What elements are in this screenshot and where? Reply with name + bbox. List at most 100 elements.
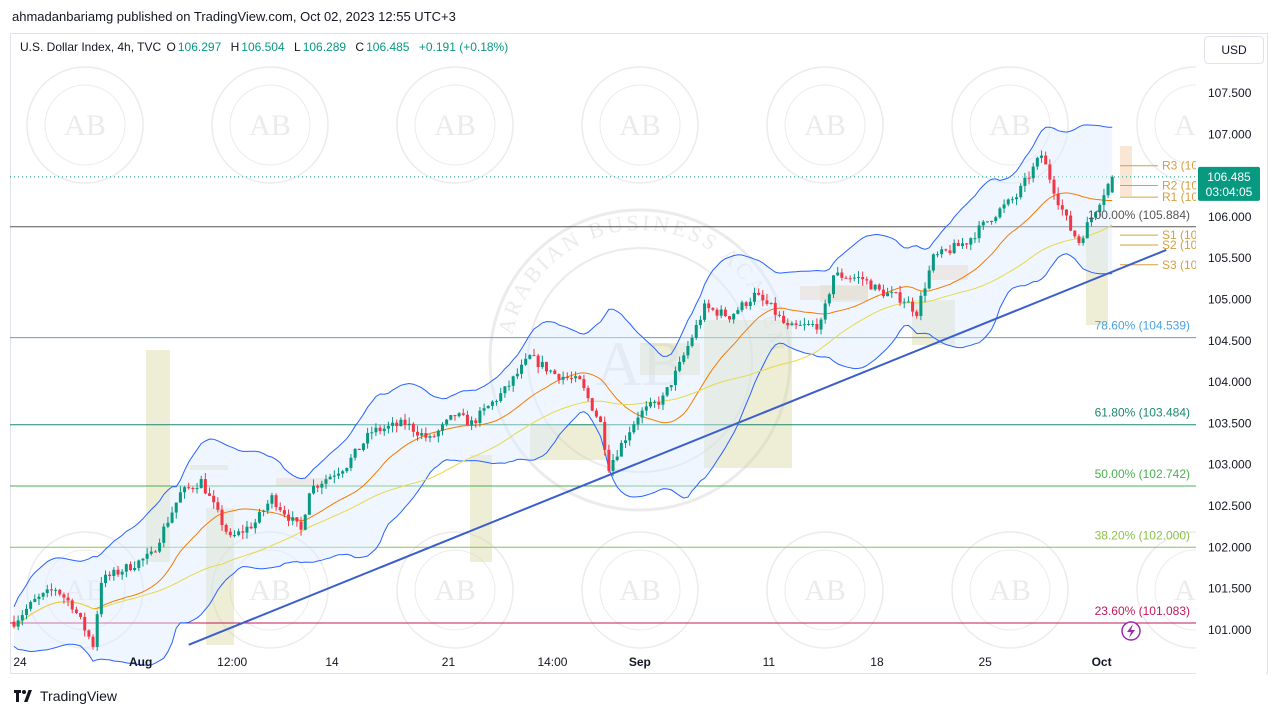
candle-body [108, 574, 112, 577]
candle-body [752, 292, 756, 302]
watermark-ring [396, 66, 514, 184]
candle [70, 598, 74, 614]
candle-body [432, 436, 436, 438]
candle-body [187, 487, 191, 489]
candle-body [902, 301, 906, 303]
candle-body [141, 558, 145, 561]
candle-body [133, 568, 137, 571]
candle-body [316, 485, 320, 488]
candle-body [74, 609, 78, 613]
candle-body [960, 243, 964, 247]
band-upper [13, 124, 1113, 608]
watermark-inner-ring [969, 84, 1051, 166]
candle-body [191, 488, 195, 490]
candle [578, 375, 582, 380]
candle-body [574, 376, 578, 379]
candle-body [291, 517, 295, 521]
candle [869, 278, 873, 290]
price-tick: 102.000 [1208, 540, 1252, 554]
candle-body [287, 514, 291, 521]
candle-body [212, 495, 216, 503]
candle [603, 416, 607, 456]
candle-body [840, 272, 844, 278]
candle-body [715, 309, 719, 316]
candle-body [678, 361, 682, 371]
watermark-badge: AB [211, 66, 329, 184]
time-tick: 24 [13, 655, 27, 669]
candle [307, 492, 311, 515]
candle-body [1052, 179, 1056, 194]
currency-button[interactable]: USD [1204, 36, 1264, 64]
candle [411, 422, 415, 438]
candle-body [162, 526, 166, 543]
candle [133, 561, 137, 572]
candle-body [1002, 204, 1006, 209]
candle-body [811, 324, 815, 326]
candle [532, 348, 536, 357]
candle [128, 561, 132, 572]
candle [357, 448, 361, 451]
candle [403, 413, 407, 430]
candle-body [249, 526, 253, 529]
candle-body [1064, 209, 1068, 216]
candle [470, 416, 474, 431]
candle [823, 299, 827, 324]
candle-body [16, 620, 20, 627]
candle-body [262, 510, 266, 512]
candle-body [1094, 212, 1098, 218]
candle [628, 426, 632, 446]
candle [582, 374, 586, 391]
candle [320, 480, 324, 495]
candle [474, 418, 478, 428]
candle [278, 502, 282, 513]
open-label: O [166, 40, 176, 54]
candle [170, 506, 174, 524]
candle [686, 340, 690, 359]
candle [1040, 150, 1044, 163]
candle-body [112, 569, 116, 577]
candle-body [332, 475, 336, 477]
watermark-logo: AB [989, 109, 1031, 142]
candle [898, 285, 902, 306]
candle-body [95, 614, 99, 647]
price-tick: 103.000 [1208, 458, 1252, 472]
candle-body [403, 419, 407, 425]
candle [894, 291, 898, 294]
time-tick: 12:00 [217, 655, 247, 669]
candle-body [1106, 183, 1110, 196]
pivot-label: R3 (10 [1162, 159, 1198, 173]
candle [195, 483, 199, 494]
candle-body [45, 589, 49, 593]
high-value: 106.504 [241, 40, 285, 54]
candle [678, 356, 682, 373]
candle [29, 600, 33, 612]
candle [840, 268, 844, 281]
candle-body [977, 225, 981, 239]
candle-body [411, 423, 415, 432]
candle-body [1081, 238, 1085, 243]
candle [648, 397, 652, 409]
candle [665, 386, 669, 398]
candle [324, 474, 328, 489]
fib-label: 61.80% (103.484) [1095, 406, 1190, 420]
candle-body [611, 460, 615, 471]
candle-body [1040, 155, 1044, 158]
candle [644, 401, 648, 416]
candle-body [690, 337, 694, 346]
candle-body [703, 303, 707, 320]
candle-body [440, 424, 444, 431]
candle-body [1085, 222, 1089, 239]
candle-body [819, 319, 823, 330]
candle [104, 570, 108, 588]
candle [1069, 210, 1073, 232]
time-tick: Oct [1092, 655, 1112, 669]
candle [16, 615, 20, 631]
candle [657, 396, 661, 410]
candle-body [116, 569, 120, 575]
candle [303, 513, 307, 531]
watermark-inner-ring [44, 84, 126, 166]
candle-body [940, 249, 944, 255]
footer-brand[interactable]: TradingView [12, 688, 117, 704]
candle [349, 454, 353, 472]
